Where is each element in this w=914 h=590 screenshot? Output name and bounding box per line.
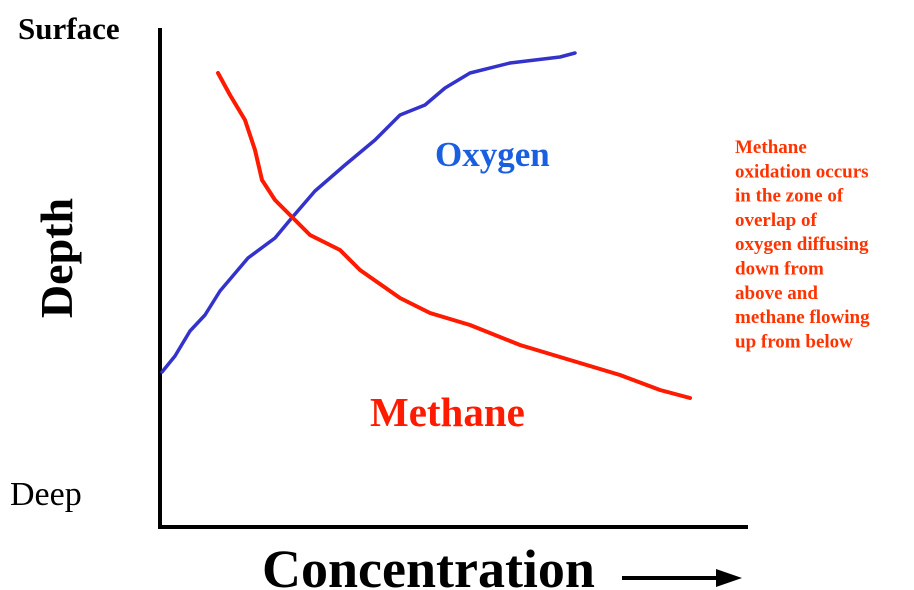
methane-label: Methane [370, 389, 525, 435]
annotation-line: overlap of [735, 210, 817, 231]
x-axis-label: Concentration [262, 539, 595, 590]
arrow-head [716, 569, 742, 587]
annotation-line: oxidation occurs [735, 161, 869, 182]
methane-curve [216, 71, 692, 400]
annotation: Methane oxidation occurs in the zone of ove… [735, 137, 870, 352]
surface-label: Surface [18, 11, 120, 46]
annotation-line: oxygen diffusing [735, 234, 869, 255]
deep-label: Deep [10, 476, 82, 513]
annotation-line: up from below [735, 331, 853, 352]
oxygen-curve [160, 51, 577, 374]
y-axis-label: Depth [31, 198, 82, 318]
oxygen-label: Oxygen [435, 135, 550, 174]
annotation-line: above and [735, 283, 818, 304]
annotation-line: Methane [735, 137, 807, 158]
annotation-line: down from [735, 259, 824, 280]
annotation-line: in the zone of [735, 186, 844, 207]
annotation-line: methane flowing [735, 307, 870, 328]
